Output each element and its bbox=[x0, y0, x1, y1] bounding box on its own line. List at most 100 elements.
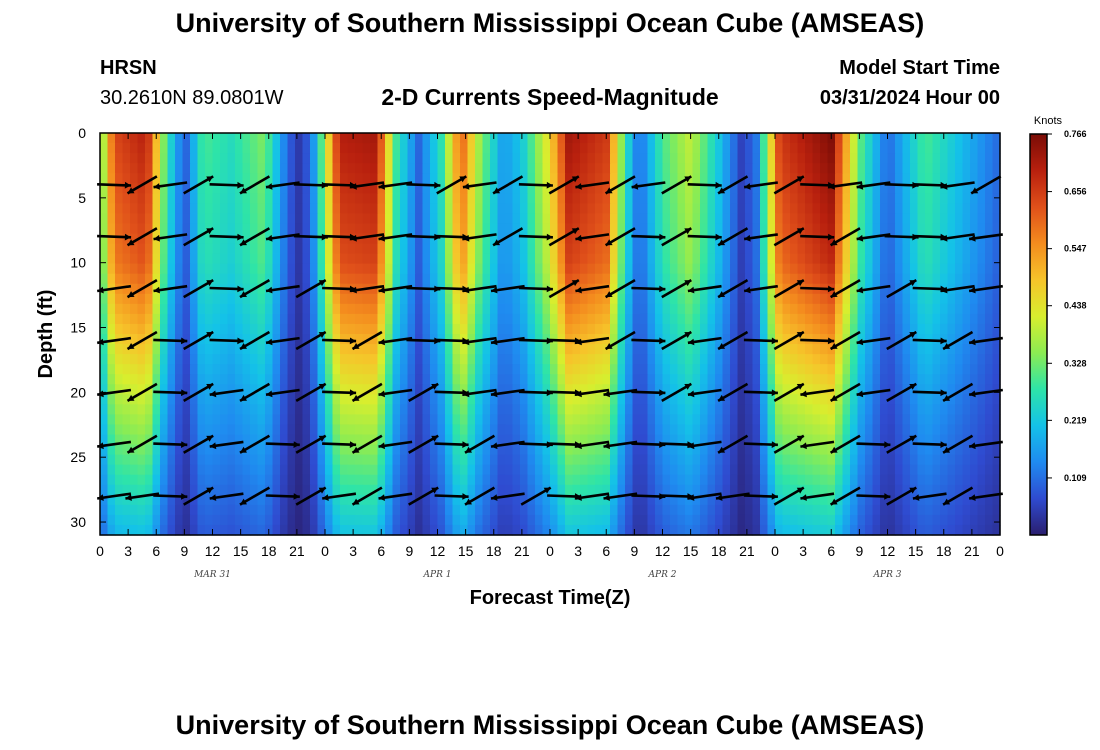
heatmap-cell bbox=[415, 404, 424, 415]
heatmap-cell bbox=[587, 364, 596, 375]
heatmap-cell bbox=[512, 464, 521, 476]
heatmap-cell bbox=[107, 263, 116, 275]
heatmap-cell bbox=[370, 504, 379, 516]
heatmap-cell bbox=[535, 213, 544, 225]
heatmap-cell bbox=[175, 454, 184, 466]
heatmap-cell bbox=[745, 253, 754, 265]
current-arrow-head bbox=[827, 233, 835, 241]
heatmap-cell bbox=[617, 293, 626, 305]
heatmap-cell bbox=[340, 354, 349, 365]
heatmap-cell bbox=[310, 414, 319, 426]
heatmap-cell bbox=[895, 494, 904, 506]
heatmap-cell bbox=[692, 334, 701, 345]
heatmap-cell bbox=[947, 464, 956, 476]
heatmap-cell bbox=[760, 293, 769, 305]
heatmap-cell bbox=[557, 183, 566, 194]
heatmap-cell bbox=[295, 173, 304, 184]
heatmap-cell bbox=[452, 213, 461, 225]
heatmap-cell bbox=[797, 414, 806, 426]
heatmap-cell bbox=[175, 434, 184, 446]
heatmap-cell bbox=[325, 303, 334, 315]
heatmap-cell bbox=[415, 153, 424, 164]
heatmap-cell bbox=[872, 484, 881, 496]
heatmap-cell bbox=[287, 354, 296, 365]
heatmap-cell bbox=[422, 524, 431, 536]
heatmap-cell bbox=[445, 384, 454, 395]
heatmap-cell bbox=[512, 293, 521, 305]
heatmap-cell bbox=[122, 514, 131, 526]
heatmap-cell bbox=[197, 163, 206, 174]
heatmap-cell bbox=[220, 313, 229, 325]
heatmap-cell bbox=[107, 183, 116, 194]
heatmap-cell bbox=[497, 253, 506, 265]
heatmap-cell bbox=[992, 434, 1001, 446]
heatmap-cell bbox=[227, 253, 236, 265]
heatmap-cell bbox=[587, 514, 596, 526]
heatmap-cell bbox=[512, 424, 521, 436]
heatmap-cell bbox=[497, 213, 506, 225]
heatmap-cell bbox=[640, 213, 649, 225]
heatmap-cell bbox=[392, 484, 401, 496]
heatmap-cell bbox=[775, 404, 784, 415]
heatmap-cell bbox=[347, 163, 356, 174]
heatmap-cell bbox=[287, 143, 296, 154]
heatmap-cell bbox=[497, 193, 506, 204]
heatmap-cell bbox=[737, 344, 746, 355]
heatmap-cell bbox=[527, 163, 536, 174]
heatmap-cell bbox=[662, 143, 671, 154]
heatmap-cell bbox=[880, 273, 889, 285]
heatmap-cell bbox=[850, 504, 859, 516]
heatmap-cell bbox=[940, 293, 949, 305]
heatmap-cell bbox=[557, 253, 566, 265]
heatmap-cell bbox=[992, 474, 1001, 486]
heatmap-cell bbox=[722, 143, 731, 154]
heatmap-cell bbox=[130, 484, 139, 496]
heatmap-cell bbox=[197, 354, 206, 365]
heatmap-cell bbox=[122, 243, 131, 255]
heatmap-cell bbox=[685, 163, 694, 174]
heatmap-cell bbox=[175, 384, 184, 395]
heatmap-cell bbox=[497, 133, 506, 144]
heatmap-cell bbox=[880, 424, 889, 436]
heatmap-cell bbox=[287, 504, 296, 516]
heatmap-cell bbox=[767, 303, 776, 315]
heatmap-cell bbox=[760, 163, 769, 174]
heatmap-cell bbox=[707, 374, 716, 385]
heatmap-cell bbox=[767, 444, 776, 456]
heatmap-cell bbox=[767, 504, 776, 516]
heatmap-cell bbox=[880, 364, 889, 375]
heatmap-cell bbox=[385, 273, 394, 285]
heatmap-cell bbox=[722, 514, 731, 526]
heatmap-cell bbox=[812, 323, 821, 335]
heatmap-cell bbox=[625, 444, 634, 456]
heatmap-cell bbox=[460, 504, 469, 516]
heatmap-cell bbox=[460, 344, 469, 355]
heatmap-cell bbox=[797, 253, 806, 265]
heatmap-cell bbox=[910, 384, 919, 395]
heatmap-cell bbox=[542, 334, 551, 345]
heatmap-cell bbox=[940, 153, 949, 164]
heatmap-cell bbox=[887, 153, 896, 164]
heatmap-cell bbox=[572, 524, 581, 536]
heatmap-cell bbox=[632, 464, 641, 476]
heatmap-cell bbox=[970, 323, 979, 335]
heatmap-cell bbox=[205, 233, 214, 245]
heatmap-cell bbox=[632, 394, 641, 405]
heatmap-cell bbox=[235, 454, 244, 466]
heatmap-cell bbox=[947, 354, 956, 365]
heatmap-cell bbox=[565, 303, 574, 315]
heatmap-cell bbox=[415, 464, 424, 476]
heatmap-cell bbox=[325, 153, 334, 164]
heatmap-cell bbox=[137, 233, 146, 245]
heatmap-cell bbox=[715, 253, 724, 265]
heatmap-cell bbox=[797, 494, 806, 506]
heatmap-cell bbox=[520, 504, 529, 516]
current-arrow-head bbox=[941, 183, 948, 190]
heatmap-cell bbox=[415, 434, 424, 446]
heatmap-cell bbox=[347, 384, 356, 395]
heatmap-cell bbox=[670, 414, 679, 426]
heatmap-cell bbox=[340, 484, 349, 496]
heatmap-cell bbox=[325, 464, 334, 476]
heatmap-cell bbox=[422, 243, 431, 255]
heatmap-cell bbox=[670, 354, 679, 365]
